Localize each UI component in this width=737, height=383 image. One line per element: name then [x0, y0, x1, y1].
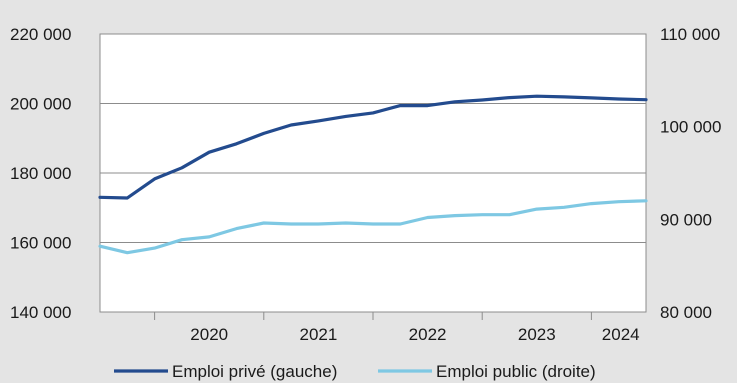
- legend-label: Emploi public (droite): [436, 362, 596, 381]
- left-axis: 140 000 160 000 180 000 200 000 220 000: [10, 25, 71, 322]
- y-left-tick-label: 180 000: [10, 164, 71, 183]
- x-tick-label: 2024: [602, 325, 640, 344]
- x-axis: 2020 2021 2022 2023 2024: [154, 312, 640, 344]
- x-tick-label: 2022: [409, 325, 447, 344]
- y-left-tick-label: 160 000: [10, 234, 71, 253]
- y-right-tick-label: 90 000: [660, 210, 712, 229]
- legend-label: Emploi privé (gauche): [172, 362, 337, 381]
- y-left-tick-label: 220 000: [10, 25, 71, 44]
- x-tick-label: 2021: [299, 325, 337, 344]
- legend: Emploi privé (gauche) Emploi public (droi…: [114, 362, 596, 381]
- y-right-tick-label: 100 000: [660, 118, 721, 137]
- y-right-tick-label: 110 000: [660, 25, 720, 44]
- right-axis: 80 000 90 000 100 000 110 000: [660, 25, 721, 322]
- x-tick-label: 2023: [518, 325, 556, 344]
- y-right-tick-label: 80 000: [660, 303, 712, 322]
- series-line-emploi-prive: [98, 94, 648, 200]
- gridlines: [100, 103, 646, 243]
- x-tick-label: 2020: [190, 325, 228, 344]
- series-line-emploi-public: [98, 199, 648, 255]
- y-left-tick-label: 200 000: [10, 95, 71, 114]
- y-left-tick-label: 140 000: [10, 303, 71, 322]
- series-layer: [98, 94, 648, 255]
